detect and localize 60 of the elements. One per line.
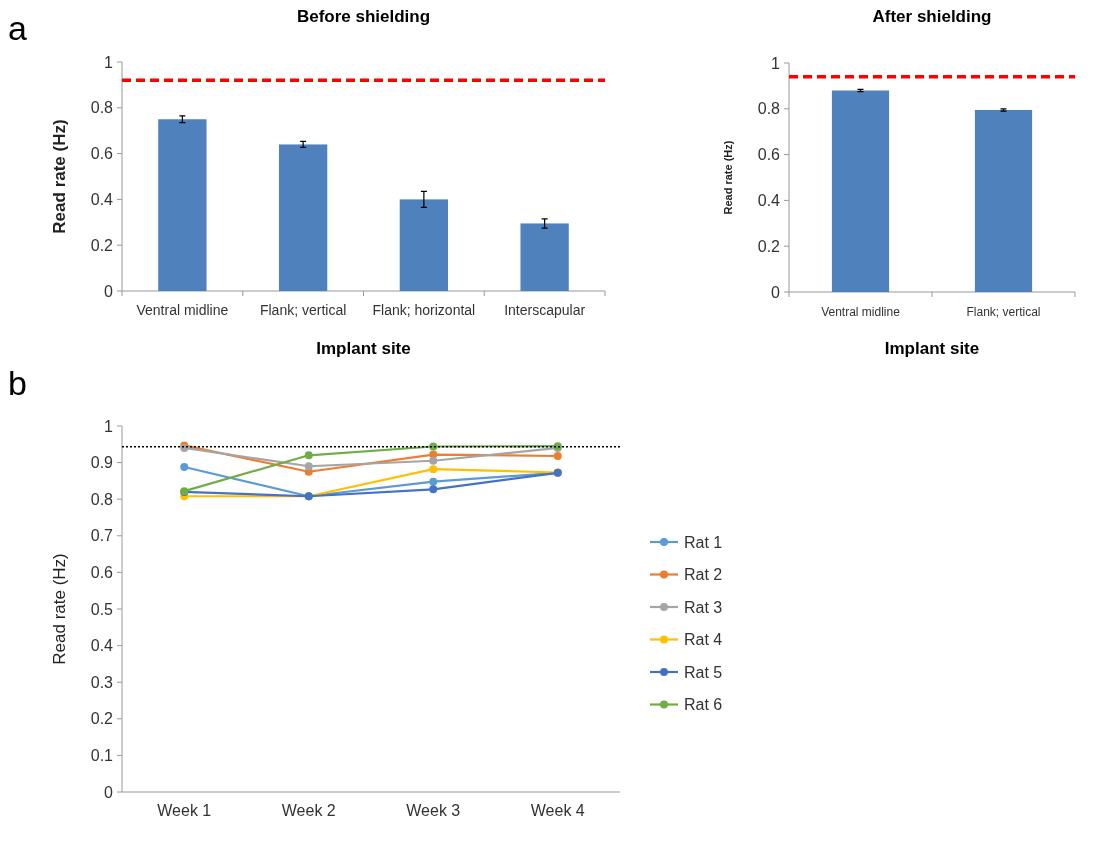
y-tick-label: 0.4 (757, 192, 781, 209)
legend-label: Rat 5 (684, 663, 723, 681)
x-tick-label: Flank; vertical (966, 305, 1041, 319)
x-tick-label: Interscapular (504, 302, 586, 318)
y-tick-label: 0.8 (90, 490, 114, 508)
bar (278, 144, 328, 291)
y-tick-label: 0 (104, 783, 114, 801)
point (304, 462, 313, 471)
y-tick-label: 0.2 (90, 236, 114, 254)
point (180, 462, 189, 471)
text: a (8, 9, 27, 47)
chart-title: After shielding (872, 7, 992, 26)
x-tick-label: Week 1 (157, 802, 212, 819)
y-tick-label: 0.4 (90, 637, 114, 655)
y-tick-label: 0.9 (90, 454, 114, 472)
bar (399, 199, 449, 291)
y-tick-label: 0.4 (90, 191, 114, 208)
bar (158, 119, 207, 291)
point (429, 456, 438, 465)
y-axis-title: Read rate (Hz) (50, 553, 69, 665)
x-tick-label: Flank; vertical (259, 302, 347, 318)
point (304, 451, 313, 460)
y-axis-title: Read rate (Hz) (722, 140, 734, 215)
y-tick-label: 0.6 (90, 145, 114, 163)
y-tick-label: 0.6 (757, 146, 781, 164)
x-tick-label: Flank; horizontal (372, 302, 476, 318)
legend-label: Rat 6 (684, 696, 723, 714)
y-tick-label: 1 (104, 417, 114, 435)
x-tick-label: Ventral midline (136, 302, 229, 318)
bar (520, 223, 569, 291)
y-tick-label: 0.3 (90, 673, 114, 691)
y-tick-label: 0.5 (90, 600, 114, 618)
y-tick-label: 0 (104, 282, 114, 300)
y-axis-title: Read rate (Hz) (50, 119, 69, 234)
x-tick-label: Week 4 (530, 802, 585, 819)
point (553, 452, 562, 461)
y-tick-label: 0.1 (90, 747, 114, 764)
legend-label: Rat 4 (684, 631, 723, 649)
y-tick-label: 0.8 (90, 99, 114, 117)
y-tick-label: 0.7 (90, 527, 114, 545)
x-tick-label: Week 3 (406, 802, 461, 819)
text: b (8, 364, 27, 402)
y-tick-label: 1 (104, 53, 114, 71)
y-tick-label: 0.8 (757, 100, 781, 118)
legend-label: Rat 3 (684, 598, 723, 616)
x-tick-label: Week 2 (281, 802, 336, 819)
chart-title: Before shielding (296, 7, 431, 26)
y-tick-label: 0 (771, 283, 781, 301)
y-tick-label: 0.6 (90, 564, 114, 581)
x-tick-label: Ventral midline (821, 305, 901, 319)
legend-label: Rat 2 (684, 566, 723, 584)
legend-label: Rat 1 (684, 533, 723, 551)
point (429, 477, 438, 486)
y-tick-label: 1 (771, 54, 781, 72)
x-axis-title: Implant site (316, 339, 411, 358)
y-tick-label: 0.2 (757, 237, 781, 255)
point (429, 485, 438, 494)
y-tick-label: 0.2 (90, 710, 114, 728)
point (429, 465, 438, 474)
x-axis-title: Implant site (884, 339, 980, 358)
